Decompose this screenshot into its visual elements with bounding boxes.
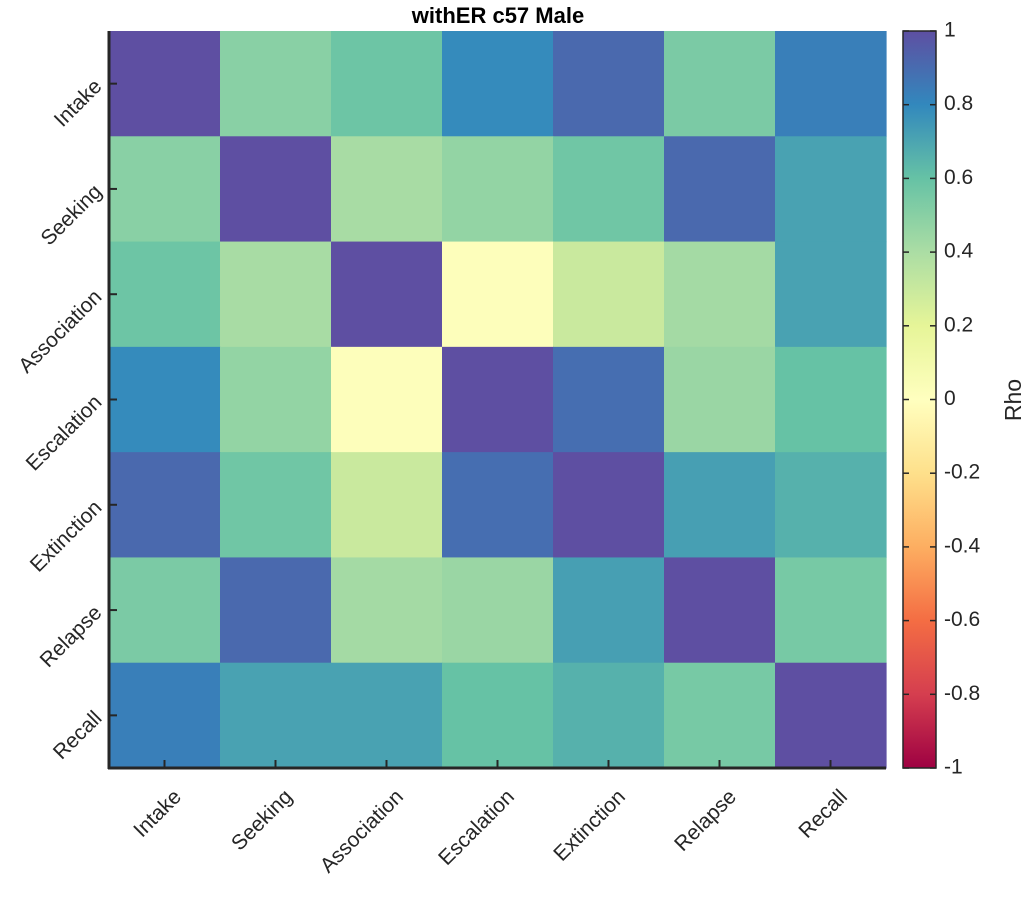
heatmap-cell — [775, 241, 887, 348]
heatmap-cell — [553, 241, 665, 348]
heatmap-cell — [109, 662, 221, 769]
heatmap-cell — [442, 557, 554, 664]
x-tick-label: Recall — [794, 785, 852, 843]
heatmap-cell — [775, 452, 887, 559]
heatmap-cell — [442, 31, 554, 137]
colorbar-tick-label: 1 — [944, 19, 956, 42]
colorbar: 1 0.8 0.6 0.4 0.2 0 -0.2 -0.4 -0.6 -0.8 -1 — [902, 19, 981, 779]
chart-title: withER c57 Male — [411, 3, 584, 28]
heatmap-cell — [775, 662, 887, 769]
y-tick-label: Relapse — [36, 601, 107, 672]
heatmap-cell — [664, 241, 776, 348]
heatmap-cell — [331, 452, 443, 559]
heatmap-cell — [553, 136, 665, 243]
heatmap-cell — [664, 346, 776, 453]
heatmap-cell — [220, 136, 332, 243]
heatmap-cell — [220, 346, 332, 453]
heatmap-cell — [442, 452, 554, 559]
y-tick-label: Extinction — [26, 496, 107, 577]
heatmap-cell — [664, 452, 776, 559]
heatmap-cell — [664, 557, 776, 664]
colorbar-tick-label: 0.2 — [944, 313, 973, 336]
heatmap-cell — [553, 662, 665, 769]
heatmap-cell — [775, 346, 887, 453]
heatmap-cell — [220, 241, 332, 348]
colorbar-tick-label: -0.6 — [944, 608, 980, 631]
heatmap-cell — [109, 557, 221, 664]
colorbar-tick-label: -0.2 — [944, 461, 980, 484]
heatmap-cell — [553, 31, 665, 137]
colorbar-tick-label: 0.8 — [944, 92, 973, 115]
colorbar-tick-label: -1 — [944, 756, 963, 779]
colorbar-tick-label: -0.8 — [944, 682, 980, 705]
heatmap-cell — [220, 662, 332, 769]
colorbar-tick-label: 0.6 — [944, 166, 973, 189]
colorbar-label: Rho — [1000, 379, 1024, 421]
colorbar-tick-label: 0 — [944, 387, 956, 410]
heatmap-cell — [553, 557, 665, 664]
colorbar-tick-label: -0.4 — [944, 534, 981, 557]
heatmap-cell — [331, 136, 443, 243]
heatmap-cell — [220, 452, 332, 559]
x-tick-label: Relapse — [670, 785, 741, 856]
heatmap-cell — [109, 452, 221, 559]
heatmap-cell — [109, 346, 221, 453]
heatmap-cell — [220, 557, 332, 664]
heatmap-cell — [331, 557, 443, 664]
heatmap-cell — [664, 31, 776, 137]
y-tick-label: Intake — [50, 75, 107, 132]
heatmap-cell — [442, 241, 554, 348]
heatmap-cell — [109, 241, 221, 348]
heatmap-cell — [664, 662, 776, 769]
heatmap-cell — [442, 346, 554, 453]
heatmap-cell — [331, 31, 443, 137]
y-tick-label: Recall — [49, 707, 107, 765]
heatmap-cell — [109, 31, 221, 137]
heatmap-cell — [775, 136, 887, 243]
heatmap-cell — [220, 31, 332, 137]
heatmap-cell — [775, 557, 887, 664]
y-tick-label: Association — [14, 285, 106, 377]
heatmap-cell — [775, 31, 887, 137]
y-tick-label: Escalation — [22, 391, 107, 476]
heatmap-cell — [553, 346, 665, 453]
heatmap-cell — [442, 136, 554, 243]
x-tick-label: Intake — [129, 785, 186, 842]
heatmap-cell — [553, 452, 665, 559]
x-tick-label: Association — [316, 785, 408, 877]
heatmap-cell — [331, 241, 443, 348]
heatmap-cell — [331, 346, 443, 453]
heatmap-cell — [664, 136, 776, 243]
heatmap-cell — [109, 136, 221, 243]
x-tick-label: Seeking — [227, 785, 297, 855]
heatmap-cells — [109, 31, 887, 769]
colorbar-tick-label: 0.4 — [944, 240, 974, 263]
y-tick-label: Seeking — [37, 180, 107, 250]
x-tick-label: Escalation — [434, 785, 519, 870]
x-tick-label: Extinction — [549, 785, 630, 866]
heatmap-cell — [331, 662, 443, 769]
heatmap-cell — [442, 662, 554, 769]
